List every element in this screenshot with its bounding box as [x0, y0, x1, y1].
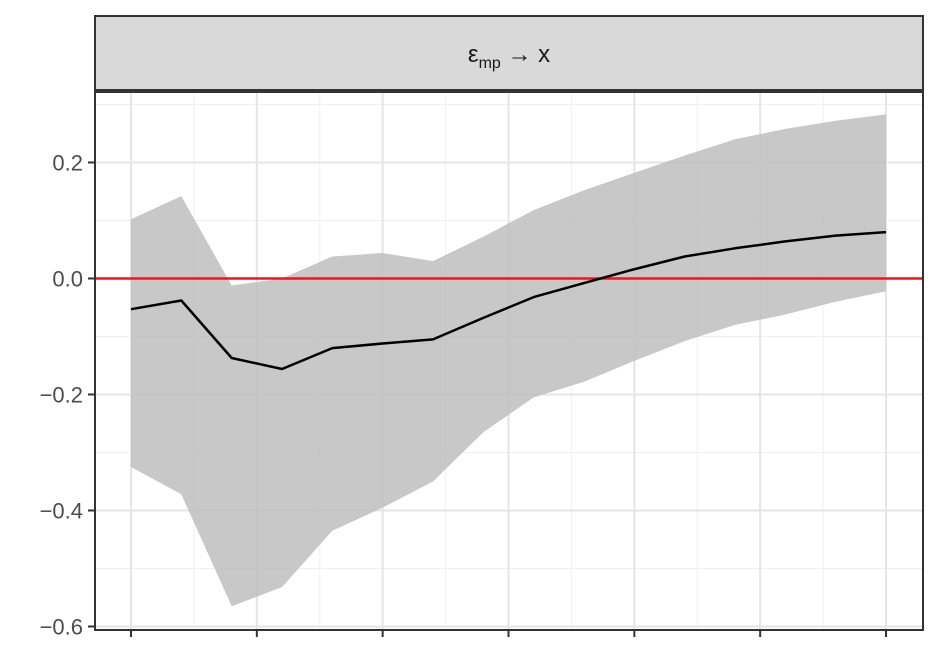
- facet-strip: [94, 15, 924, 91]
- response-line: [130, 230, 887, 371]
- confidence-band: [131, 114, 886, 607]
- plot-panel: 0.2 0.0 −0.2 −0.4 −0.6: [40, 91, 924, 640]
- y-tick-label: 0.0: [52, 267, 83, 292]
- y-tick-label: −0.6: [40, 615, 83, 640]
- y-tick-label: −0.4: [40, 499, 83, 524]
- facet-strip-label: εmp → x: [468, 41, 550, 72]
- y-tick-label: 0.2: [52, 151, 83, 176]
- strip-arrow-x: → x: [501, 41, 550, 68]
- strip-subscript: mp: [479, 55, 501, 72]
- strip-epsilon: ε: [468, 41, 479, 68]
- y-tick-label: −0.2: [40, 383, 83, 408]
